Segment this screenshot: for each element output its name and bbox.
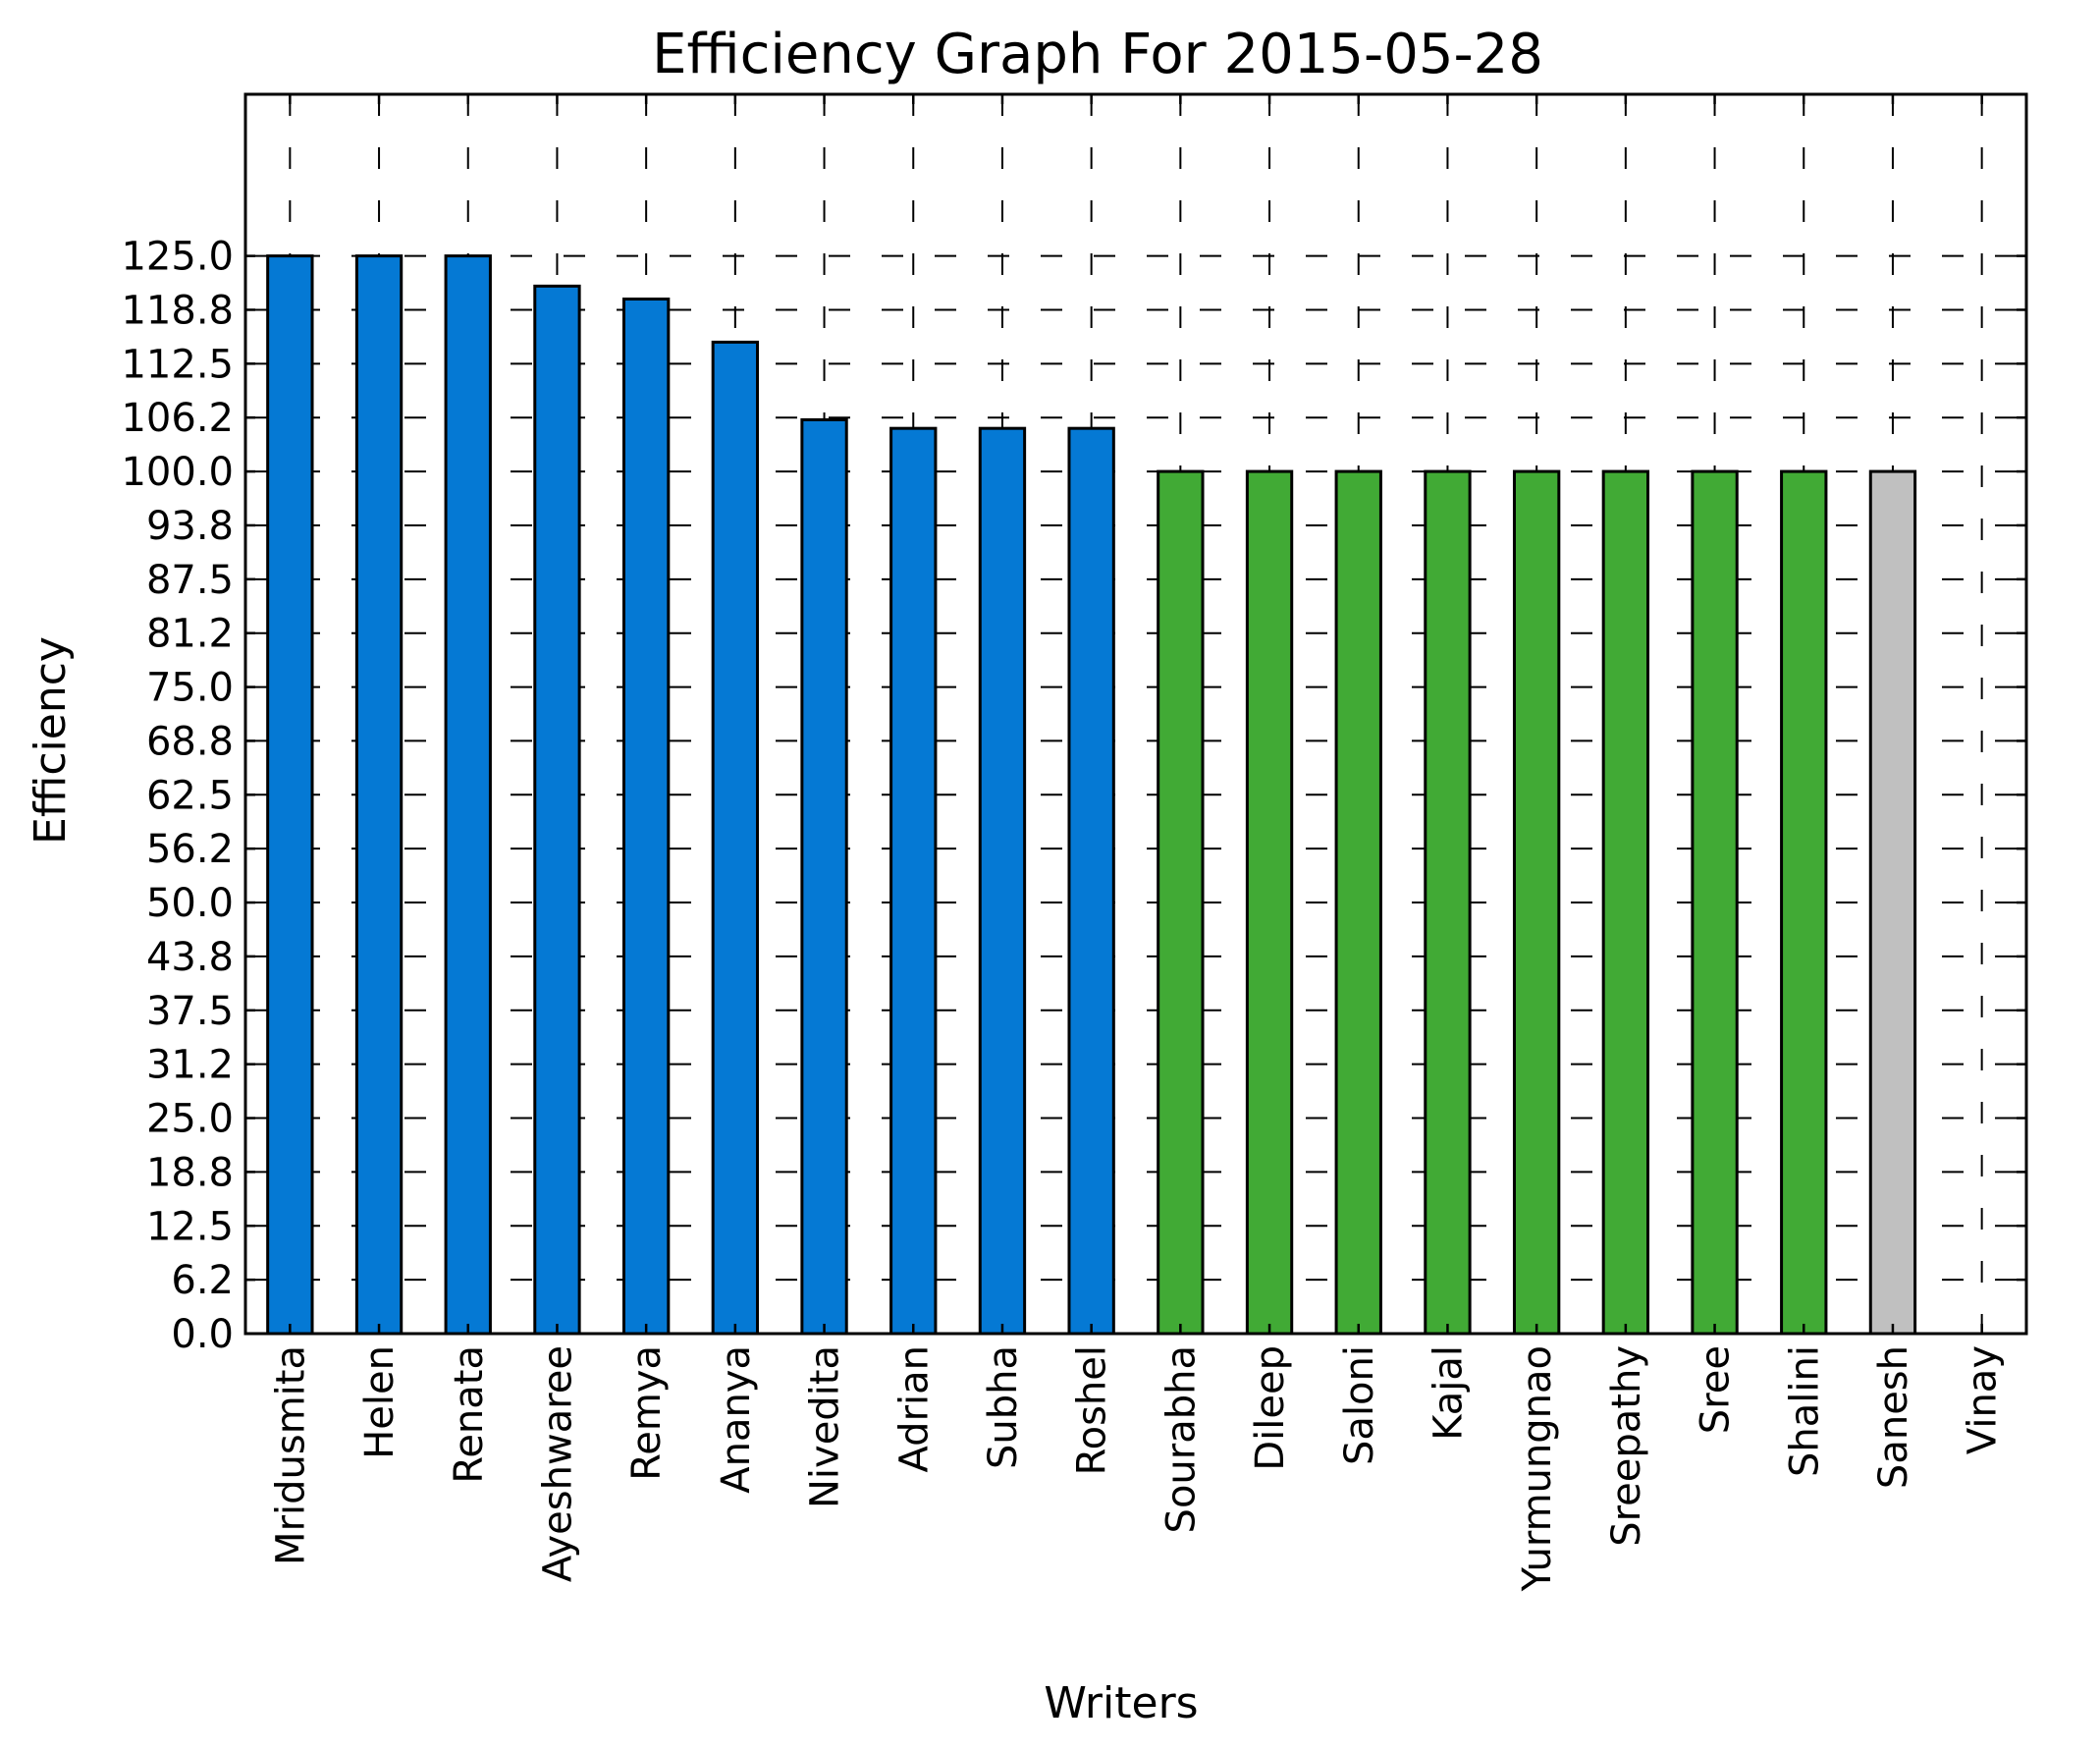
y-tick-label: 25.0 [146,1097,234,1142]
y-tick-label: 6.2 [171,1258,234,1303]
bar-shalini [1780,469,1828,1336]
y-tick-label: 68.8 [146,719,234,764]
y-tick-label: 12.5 [146,1204,234,1249]
x-tick-label: Vinay [1961,1345,2006,1454]
x-tick-label: Mridusmita [268,1345,313,1565]
x-tick-label: Sanesh [1871,1345,1916,1489]
bar-sreepathy [1601,469,1650,1336]
x-tick-label: Sreepathy [1604,1345,1649,1547]
y-tick-label: 106.2 [121,396,234,441]
x-axis-label: Writers [1044,1678,1198,1728]
y-tick-labels: 0.0 6.2 12.5 18.8 25.0 31.2 37.5 43.8 50.0 56.2 62… [121,235,234,1357]
bar-kajal [1424,469,1472,1336]
y-tick-label: 100.0 [121,450,234,495]
grid-lines [245,94,2026,1335]
tick-marks [245,94,2026,1336]
x-tick-label: Kajal [1426,1345,1471,1441]
y-tick-label: 18.8 [146,1150,234,1195]
x-tick-label: Saloni [1337,1345,1382,1465]
x-tick-label: Helen [357,1345,403,1459]
x-tick-label: Yurmungnao [1515,1345,1560,1592]
x-tick-label: Subha [981,1345,1026,1469]
bar-sanesh [1868,469,1917,1336]
plot-frame [243,92,2028,1336]
bar-helen [354,254,404,1336]
y-tick-label: 43.8 [146,935,234,980]
y-tick-label: 50.0 [146,881,234,926]
x-tick-label: Adrian [891,1345,937,1472]
x-tick-label: Ananya [714,1345,759,1494]
y-tick-label: 118.8 [121,288,234,333]
bar-yurmungnao [1512,469,1561,1336]
x-tick-label: Remya [624,1345,670,1481]
chart-title: Efficiency Graph For 2015-05-28 [652,23,1543,86]
y-tick-label: 87.5 [146,558,234,603]
bar-ananya [711,340,760,1336]
y-tick-label: 125.0 [121,235,234,280]
y-tick-label: 31.2 [146,1043,234,1088]
bar-renata [444,254,492,1336]
bars [266,254,1917,1336]
bar-sree [1691,469,1739,1336]
bar-adrian [889,426,938,1336]
x-tick-labels: Mridusmita Helen Renata Ayeshwaree Remya Anan… [268,1345,2005,1592]
x-tick-label: Renata [447,1345,492,1484]
bar-subha [978,426,1027,1336]
y-tick-label: 81.2 [146,612,234,657]
y-tick-label: 93.8 [146,504,234,549]
x-tick-label: Dileep [1248,1345,1293,1471]
y-axis-label: Efficiency [26,636,76,845]
bar-roshel [1067,426,1115,1336]
bar-sourabha [1157,469,1205,1336]
bar-ayeshwaree [533,284,581,1336]
bar-dileep [1245,469,1294,1336]
x-tick-label: Shalini [1782,1345,1827,1477]
bar-mridusmita [266,254,314,1336]
x-tick-label: Sree [1694,1345,1739,1434]
x-tick-label: Sourabha [1158,1345,1204,1533]
x-tick-label: Roshel [1070,1345,1115,1475]
x-tick-label: Ayeshwaree [535,1345,580,1582]
y-tick-label: 0.0 [171,1312,234,1357]
bar-saloni [1334,469,1382,1336]
y-tick-label: 37.5 [146,989,234,1034]
bar-nivedita [800,417,848,1336]
y-tick-label: 56.2 [146,827,234,872]
x-tick-label: Nivedita [803,1345,848,1508]
y-tick-label: 112.5 [121,342,234,387]
bar-remya [621,298,671,1336]
y-tick-label: 62.5 [146,773,234,818]
y-tick-label: 75.0 [146,666,234,711]
